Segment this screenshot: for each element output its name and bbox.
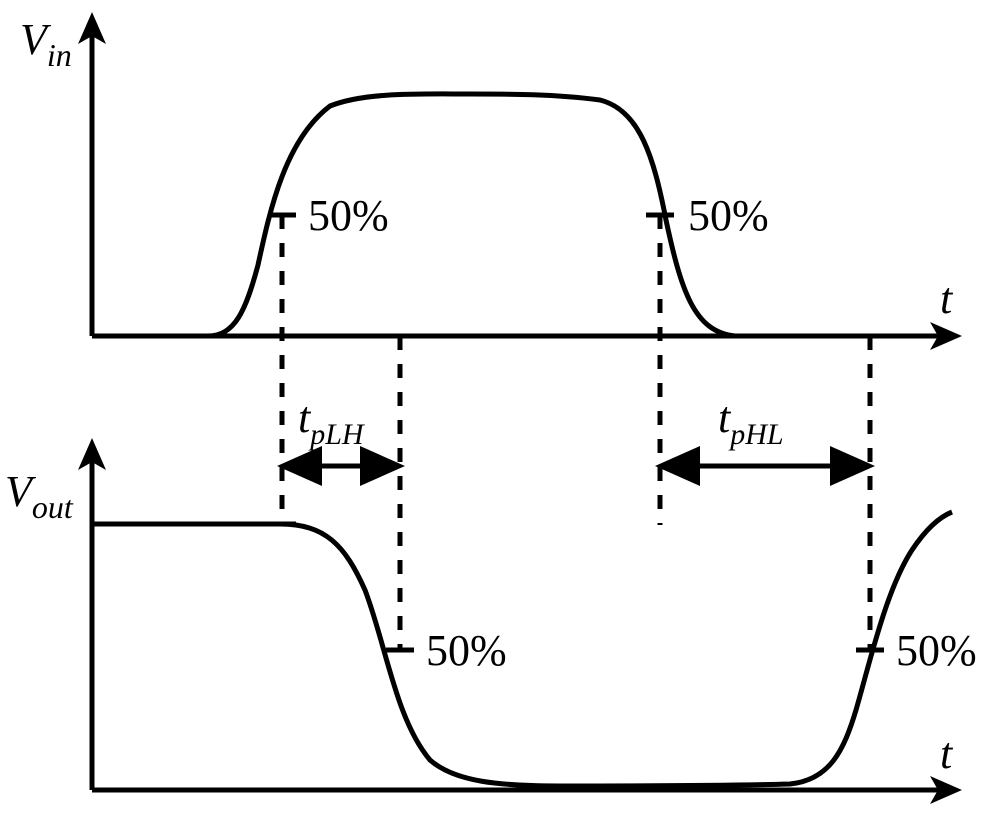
tphl-label: tpHL [718,393,784,451]
vin-fall-pct: 50% [688,191,769,240]
diagram-svg: Vin t 50% 50% tpLH tpHL [0,0,1000,821]
top-plot: Vin t 50% 50% [20,12,962,350]
vout-curve [92,512,952,786]
vin-curve [92,94,899,336]
vin-rise-pct: 50% [308,191,389,240]
vin-x-label: t [940,274,954,323]
vout-x-label: t [940,729,954,778]
bottom-plot: Vout t 50% 50% [5,438,977,804]
vout-fall-pct: 50% [426,626,507,675]
vin-y-label: Vin [20,15,72,73]
propagation-delay-diagram: Vin t 50% 50% tpLH tpHL [0,0,1000,821]
vout-rise-pct: 50% [896,626,977,675]
tplh-label: tpLH [298,393,366,451]
vout-y-label: Vout [5,467,74,525]
delay-arrows: tpLH tpHL [292,393,860,466]
